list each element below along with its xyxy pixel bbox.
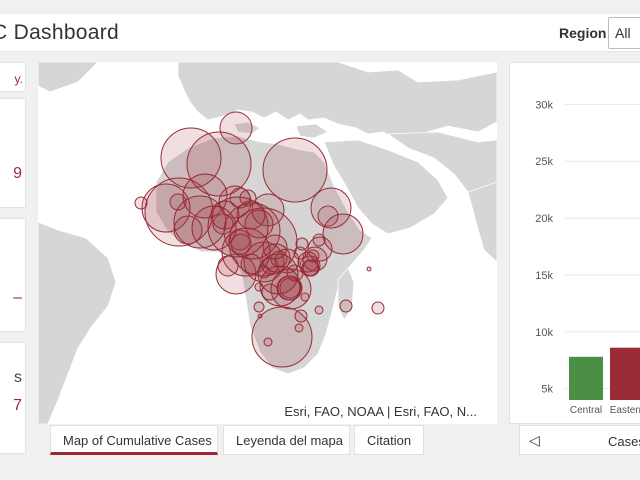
region-dropdown[interactable]: All xyxy=(608,17,640,49)
cases-bar-chart: 30k 25k 20k 15k 10k 5k Central Eastern xyxy=(535,99,640,416)
y-tick-label: 20k xyxy=(535,213,553,225)
region-label: Region xyxy=(559,25,607,41)
case-bubble[interactable] xyxy=(300,292,310,302)
south-america-land xyxy=(38,221,117,424)
bar-eastern[interactable] xyxy=(610,347,640,400)
case-bubble[interactable] xyxy=(219,111,253,145)
map-attribution: Esri, FAO, NOAA | Esri, FAO, N... xyxy=(282,404,479,419)
stat-card-1-value: 9 xyxy=(13,165,22,182)
case-bubbles[interactable] xyxy=(134,111,385,368)
case-bubble[interactable] xyxy=(251,306,313,368)
case-bubble[interactable] xyxy=(251,193,285,227)
case-bubble[interactable] xyxy=(294,309,308,323)
case-bubble[interactable] xyxy=(261,257,279,275)
tab-map-of-cumulative-cases[interactable]: Map of Cumulative Cases xyxy=(50,425,218,455)
case-bubble[interactable] xyxy=(310,187,352,229)
case-bubble[interactable] xyxy=(160,127,222,189)
stat-card-2-value: – xyxy=(13,289,22,306)
tab-cases[interactable]: Cases xyxy=(608,434,640,449)
y-tick-label: 10k xyxy=(535,327,553,339)
case-bubble[interactable] xyxy=(134,196,148,210)
case-bubble[interactable] xyxy=(294,323,304,333)
europe-land xyxy=(177,62,497,143)
arabia-land xyxy=(323,139,449,235)
italy-land xyxy=(233,121,261,135)
case-bubble[interactable] xyxy=(253,301,265,313)
case-bubble[interactable] xyxy=(230,233,252,255)
case-bubble[interactable] xyxy=(277,275,303,301)
chart-tabs: ◁ Cases xyxy=(519,425,640,455)
case-bubble[interactable] xyxy=(366,266,372,272)
stat-card-3-value: s xyxy=(14,369,22,386)
africa-map[interactable] xyxy=(38,62,497,424)
bar-central[interactable] xyxy=(569,356,603,400)
case-bubble[interactable] xyxy=(312,233,326,247)
y-tick-label: 30k xyxy=(535,99,553,111)
stat-card-3: s 7 xyxy=(0,342,26,454)
page-title: C Dashboard xyxy=(0,21,120,44)
case-bubble[interactable] xyxy=(240,253,262,275)
case-bubble[interactable] xyxy=(299,255,321,277)
case-bubble[interactable] xyxy=(279,277,301,299)
case-bubble[interactable] xyxy=(295,237,309,251)
map-panel[interactable]: Esri, FAO, NOAA | Esri, FAO, N... xyxy=(38,62,497,424)
case-bubble[interactable] xyxy=(322,213,364,255)
x-tick-label: Central xyxy=(570,405,602,416)
north-atlantic-land xyxy=(38,62,99,93)
stat-card-3-trend: 7 xyxy=(13,397,22,414)
case-bubble[interactable] xyxy=(212,213,234,235)
stat-card-2: – xyxy=(0,218,26,332)
case-bubble[interactable] xyxy=(169,193,187,211)
case-bubble[interactable] xyxy=(215,253,257,295)
case-bubble[interactable] xyxy=(339,299,353,313)
case-bubble[interactable] xyxy=(218,185,252,219)
info-note-card: y. xyxy=(0,62,26,92)
y-tick-label: 5k xyxy=(541,384,553,396)
case-bubble[interactable] xyxy=(244,209,274,239)
case-bubble[interactable] xyxy=(254,282,264,292)
tab-leyenda-del-mapa[interactable]: Leyenda del mapa xyxy=(223,425,350,455)
case-bubble[interactable] xyxy=(243,241,285,283)
x-tick-label: Eastern xyxy=(610,405,640,416)
india-land xyxy=(467,181,497,263)
y-tick-label: 25k xyxy=(535,156,553,168)
case-bubble[interactable] xyxy=(223,202,281,260)
chevron-left-icon[interactable]: ◁ xyxy=(529,432,540,448)
case-bubble[interactable] xyxy=(236,200,266,230)
landmass xyxy=(38,62,497,424)
cases-chart-panel: 30k 25k 20k 15k 10k 5k Central Eastern xyxy=(509,62,640,424)
case-bubble[interactable] xyxy=(263,337,273,347)
turkey-land xyxy=(295,123,329,139)
case-bubble[interactable] xyxy=(173,215,203,245)
stat-card-1: 9 xyxy=(0,98,26,208)
case-bubble[interactable] xyxy=(239,189,257,207)
case-bubble[interactable] xyxy=(144,177,214,247)
case-bubble[interactable] xyxy=(262,137,328,203)
top-bar: C Dashboard Region All xyxy=(0,14,640,52)
case-bubble[interactable] xyxy=(371,301,385,315)
case-bubble[interactable] xyxy=(317,205,339,227)
tab-citation[interactable]: Citation xyxy=(354,425,424,455)
y-tick-label: 15k xyxy=(535,270,553,282)
info-note-text: y. xyxy=(14,72,23,86)
case-bubble[interactable] xyxy=(186,131,252,197)
case-bubble[interactable] xyxy=(314,305,324,315)
